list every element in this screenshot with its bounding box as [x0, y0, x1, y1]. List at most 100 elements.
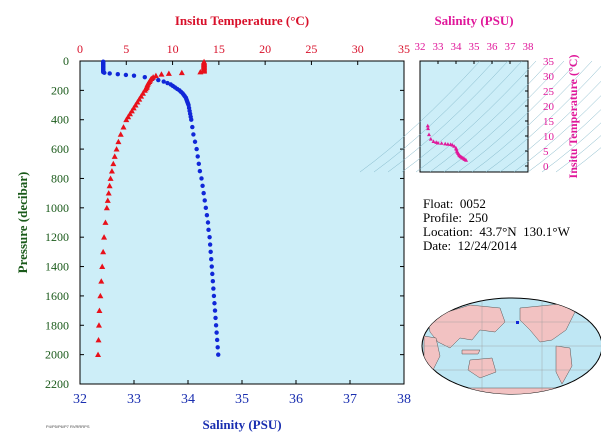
temperature-point [123, 116, 130, 123]
temperature-point [104, 197, 111, 203]
temperature-point [113, 146, 120, 152]
density-contour [401, 60, 523, 173]
ts-point [425, 123, 430, 128]
temperature-tick-label: 0 [77, 42, 83, 56]
salinity-point [216, 352, 221, 357]
temperature-point [99, 263, 106, 269]
density-contour [527, 109, 601, 173]
float-id: Float: 0052 [423, 196, 486, 211]
ts-temperature-tick-label: 35 [543, 56, 555, 68]
salinity-point [196, 161, 201, 166]
ts-point [443, 141, 448, 146]
ts-point [427, 132, 431, 137]
temperature-point [95, 322, 102, 328]
density-contour [555, 135, 601, 173]
temperature-tick-label: 30 [352, 42, 364, 56]
pressure-axis: 0 200 400 600 800 1000 1200 1400 1600 1800 2000 220… [45, 54, 404, 391]
salinity-point [156, 77, 161, 83]
temperature-point [115, 138, 122, 145]
temperature-point [178, 69, 185, 76]
pressure-tick-label: 2200 [45, 377, 69, 391]
salinity-point [204, 212, 210, 218]
salinity-point [215, 345, 220, 350]
salinity-point [201, 190, 206, 196]
ts-salinity-tick-label: 37 [505, 41, 517, 53]
salinity-point [213, 323, 219, 328]
salinity-point [214, 337, 220, 343]
salinity-point [123, 72, 129, 78]
salinity-axis: 32 33 34 35 36 37 38 [73, 380, 411, 407]
temperature-point [110, 160, 117, 167]
pressure-tick-label: 1000 [45, 201, 69, 215]
salinity-point [192, 139, 198, 144]
salinity-point [202, 198, 207, 203]
salinity-point [212, 308, 218, 313]
salinity-point [213, 315, 218, 321]
profile-date: Date: 12/24/2014 [423, 238, 517, 253]
density-contour [387, 60, 509, 173]
ts-marks [425, 123, 469, 162]
salinity-point [197, 168, 203, 174]
density-contour [513, 95, 601, 173]
temperature-point [117, 131, 124, 137]
ts-plot-background [419, 60, 529, 173]
density-contour [429, 60, 551, 173]
pressure-tick-label: 1600 [45, 289, 69, 303]
location-map [421, 297, 601, 395]
temperature-point [100, 248, 107, 255]
salinity-point [107, 71, 112, 76]
salinity-point [131, 73, 137, 78]
ts-point [436, 140, 440, 145]
pressure-tick-label: 0 [63, 54, 69, 68]
salinity-point [211, 293, 217, 299]
salinity-axis-title: Salinity (PSU) [202, 417, 281, 432]
salinity-tick-label: 32 [73, 392, 87, 407]
pressure-axis-title: Pressure (decibar) [15, 172, 30, 274]
ts-temperature-tick-label: 0 [543, 161, 549, 173]
salinity-point [191, 132, 196, 137]
pressure-tick-label: 1800 [45, 318, 69, 332]
pressure-tick-label: 800 [51, 171, 69, 185]
pressure-tick-label: 1200 [45, 230, 69, 244]
salinity-point [199, 176, 204, 181]
profile-panel: 0 5 10 15 20 25 30 35 32 33 34 35 36 37 38 0 200 400 600… [15, 13, 411, 432]
salinity-point [195, 154, 200, 159]
salinity-tick-label: 35 [235, 392, 249, 407]
salinity-point [214, 330, 219, 335]
temperature-tick-label: 25 [305, 42, 317, 56]
salinity-point [189, 117, 194, 122]
salinity-point [206, 227, 211, 233]
ts-density-contours [359, 60, 601, 173]
density-contour [541, 122, 601, 173]
salinity-tick-label: 34 [181, 392, 195, 407]
pressure-tick-label: 1400 [45, 260, 69, 274]
temperature-point [106, 182, 113, 189]
salinity-point [210, 279, 216, 284]
ts-point [431, 139, 436, 143]
density-contour [443, 60, 565, 173]
salinity-point [200, 183, 205, 188]
salinity-point [194, 146, 199, 152]
ts-temperature-axis-title: Insitu Temperature (°C) [566, 55, 580, 179]
temperature-tick-label: 15 [213, 42, 225, 56]
salinity-point [212, 301, 217, 306]
temperature-point [120, 124, 127, 130]
salinity-point [207, 234, 212, 240]
ts-point [452, 144, 457, 148]
float-location: Location: 43.7°N 130.1°W [423, 224, 570, 239]
salinity-point [205, 220, 211, 225]
temperature-point [98, 278, 105, 284]
temperature-point [107, 175, 114, 181]
salinity-point [208, 249, 213, 255]
ts-salinity-tick-label: 36 [487, 41, 499, 53]
pressure-tick-label: 2000 [45, 348, 69, 362]
ts-point [439, 141, 444, 145]
footer-code: P4/P5/P6/P7 RVRRRPS [46, 424, 90, 429]
profile-marks [95, 58, 221, 358]
salinity-point [161, 79, 166, 84]
ts-temperature-tick-label: 30 [543, 71, 555, 83]
profile-plot-background [79, 60, 405, 385]
salinity-point [207, 242, 213, 247]
salinity-point [203, 205, 209, 211]
